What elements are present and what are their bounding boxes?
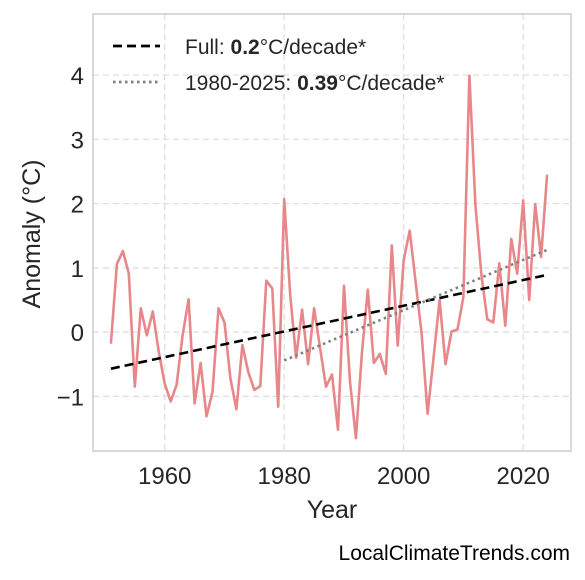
series-line-anomaly	[109, 74, 549, 440]
legend-label-recent: 1980-2025: 0.39°C/decade*	[185, 72, 444, 95]
legend-full-value: 0.2	[231, 36, 260, 59]
x-tick-label: 1960	[138, 463, 191, 490]
series-layer	[109, 74, 549, 440]
x-tick-label: 1980	[258, 463, 311, 490]
legend-full-prefix: Full:	[185, 36, 231, 59]
y-tick-label: −1	[57, 384, 84, 411]
x-tick-label: 2020	[497, 463, 550, 490]
legend-recent-value: 0.39	[297, 72, 338, 95]
watermark: LocalClimateTrends.com	[339, 542, 570, 565]
y-tick-label: 0	[71, 320, 84, 347]
legend-recent-suffix: °C/decade*	[338, 72, 444, 95]
y-axis-ticks: −1 0 1 2 3 4	[57, 63, 84, 411]
legend-full-suffix: °C/decade*	[260, 36, 366, 59]
y-tick-label: 2	[71, 192, 84, 219]
y-tick-label: 4	[71, 63, 84, 90]
x-tick-label: 2000	[377, 463, 430, 490]
y-axis-title: Anomaly (°C)	[18, 160, 46, 309]
legend-label-full: Full: 0.2°C/decade*	[185, 36, 366, 59]
legend-recent-prefix: 1980-2025:	[185, 72, 297, 95]
trend-line-full	[110, 273, 548, 370]
plot-frame	[92, 13, 572, 452]
y-tick-label: 1	[71, 256, 84, 283]
y-tick-label: 3	[71, 127, 84, 154]
legend: Full: 0.2°C/decade* 1980-2025: 0.39°C/de…	[113, 36, 444, 95]
x-axis-ticks: 1960 1980 2000 2020	[138, 463, 550, 490]
x-axis-title: Year	[307, 496, 358, 524]
